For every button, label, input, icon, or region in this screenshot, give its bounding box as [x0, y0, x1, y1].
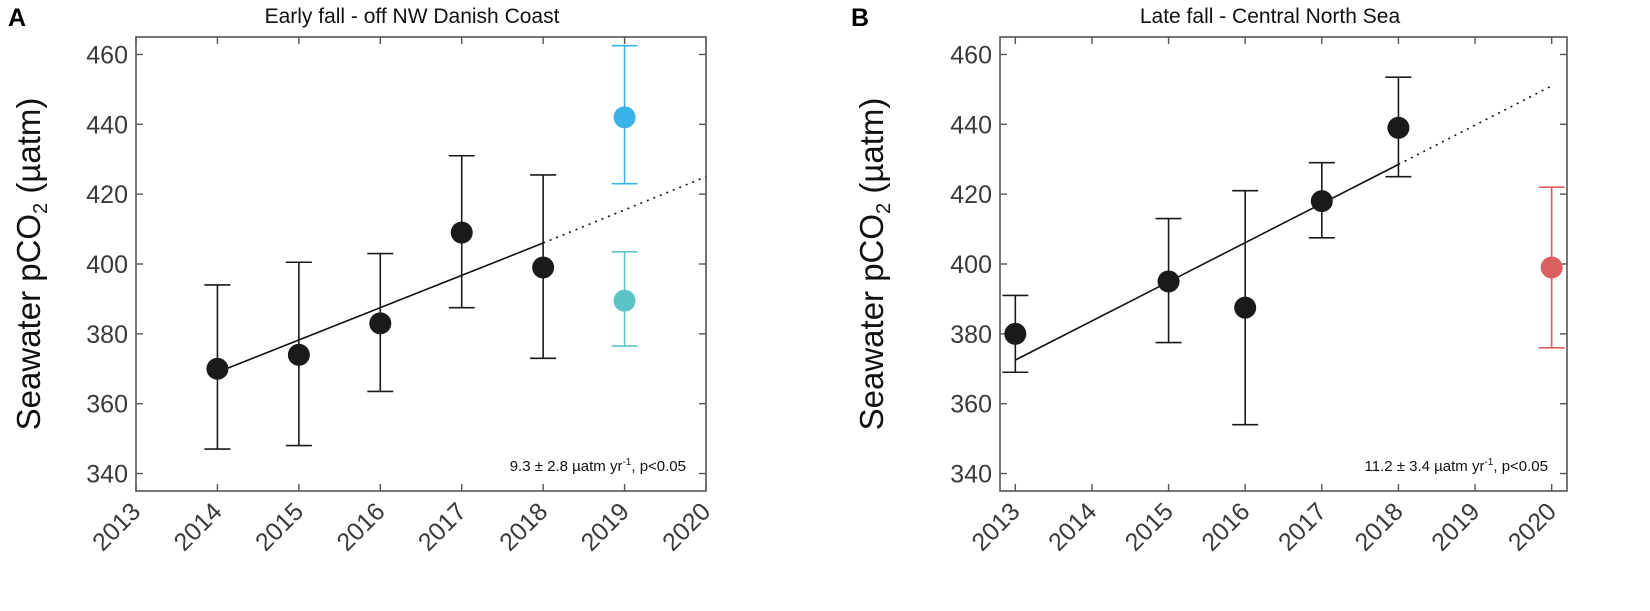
slope-annotation-superscript: -1	[622, 457, 631, 468]
x-tick-label: 2018	[494, 497, 553, 556]
chart-title: Late fall - Central North Sea	[1140, 5, 1401, 28]
trend-line-extrapolated	[1398, 85, 1553, 166]
data-point	[1310, 190, 1333, 213]
y-axis-label-main: Seawater pCO	[10, 214, 47, 430]
x-tick-label: 2014	[1043, 497, 1102, 556]
x-tick-label: 2013	[87, 497, 146, 556]
slope-annotation-superscript: -1	[1484, 457, 1493, 468]
y-tick-label: 460	[950, 41, 992, 69]
x-tick-label: 2020	[1503, 497, 1562, 556]
data-point	[369, 312, 392, 335]
y-tick-label: 340	[86, 461, 128, 489]
data-point	[613, 289, 636, 312]
y-axis-label: Seawater pCO2 (µatm)	[10, 98, 52, 431]
data-point	[206, 357, 229, 380]
y-tick-label: 400	[950, 251, 992, 279]
slope-annotation: 11.2 ± 3.4 µatm yr-1, p<0.05	[1364, 457, 1548, 475]
x-tick-label: 2019	[1426, 497, 1485, 556]
x-tick-label: 2017	[413, 497, 472, 556]
y-tick-label: 440	[86, 111, 128, 139]
y-axis-label-subscript: 2	[873, 203, 895, 214]
axes-box	[135, 36, 707, 492]
panel-a: A Early fall - off NW Danish Coast 340 360 3…	[8, 4, 716, 557]
x-tick-label: 2016	[331, 497, 390, 556]
y-tick-label: 440	[950, 111, 992, 139]
data-point	[1157, 270, 1180, 293]
y-axis-label-subscript: 2	[30, 203, 52, 214]
slope-annotation-text: 11.2 ± 3.4 µatm yr	[1364, 458, 1484, 475]
data-point	[450, 221, 473, 244]
y-axis-label: Seawater pCO2 (µatm)	[853, 98, 895, 431]
axes-box	[999, 36, 1568, 492]
chart-title: Early fall - off NW Danish Coast	[265, 5, 560, 28]
y-tick-label: 460	[86, 41, 128, 69]
x-tick-label: 2019	[576, 497, 635, 556]
y-tick-label: 420	[86, 181, 128, 209]
data-point	[1234, 296, 1257, 319]
data-point	[1540, 256, 1563, 279]
slope-annotation-text: 9.3 ± 2.8 µatm yr	[510, 458, 623, 475]
y-tick-label: 360	[950, 391, 992, 419]
y-axis-label-unit: (µatm)	[10, 98, 47, 203]
slope-annotation-suffix: , p<0.05	[1493, 458, 1548, 475]
y-tick-label: 360	[86, 391, 128, 419]
x-tick-label: 2015	[1120, 497, 1179, 556]
x-tick-label: 2015	[250, 497, 309, 556]
y-tick-label: 400	[86, 251, 128, 279]
panel-letter: A	[8, 4, 26, 32]
data-point	[532, 256, 555, 279]
panel-letter: B	[851, 4, 869, 32]
trend-line-extrapolated	[542, 175, 707, 244]
y-axis-label-unit: (µatm)	[853, 98, 890, 203]
slope-annotation-suffix: , p<0.05	[631, 458, 686, 475]
y-tick-label: 380	[86, 321, 128, 349]
x-tick-label: 2020	[657, 497, 716, 556]
data-point	[1387, 116, 1410, 139]
x-tick-label: 2016	[1196, 497, 1255, 556]
data-point	[613, 106, 636, 129]
x-tick-label: 2013	[966, 497, 1025, 556]
x-tick-label: 2018	[1350, 497, 1409, 556]
y-axis-label-main: Seawater pCO	[853, 214, 890, 430]
x-tick-label: 2014	[169, 497, 228, 556]
panel-b: B Late fall - Central North Sea 340 360 380 4…	[851, 4, 1568, 557]
y-tick-label: 380	[950, 321, 992, 349]
y-tick-label: 420	[950, 181, 992, 209]
trend-line	[1014, 163, 1399, 361]
y-tick-label: 340	[950, 461, 992, 489]
data-point	[287, 343, 310, 366]
data-point	[1004, 322, 1027, 345]
slope-annotation: 9.3 ± 2.8 µatm yr-1, p<0.05	[510, 457, 686, 475]
x-tick-label: 2017	[1273, 497, 1332, 556]
